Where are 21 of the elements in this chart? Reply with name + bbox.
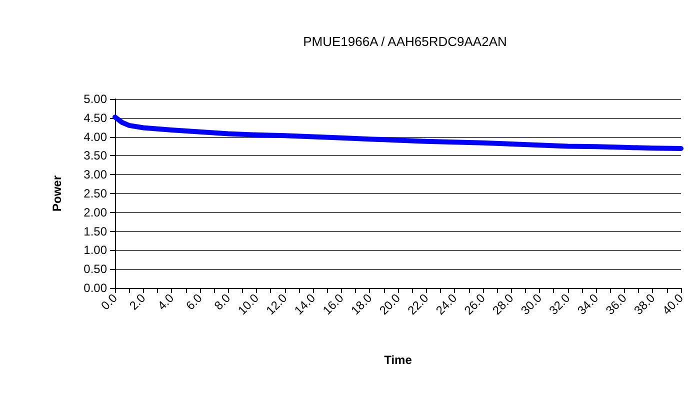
- x-tick-label: 4.0: [154, 290, 177, 313]
- y-tick-label: 0.50: [84, 262, 108, 276]
- chart-title: PMUE1966A / AAH65RDC9AA2AN: [303, 34, 507, 49]
- y-tick-label: 4.00: [84, 130, 108, 144]
- y-tick-label: 3.00: [84, 168, 108, 182]
- y-axis-title: Power: [50, 175, 64, 212]
- y-tick-label: 1.00: [84, 243, 108, 258]
- y-tick-label: 5.00: [84, 92, 108, 106]
- y-tick-label: 3.50: [84, 148, 108, 163]
- x-tick-label: 6.0: [183, 290, 206, 313]
- y-tick-label: 1.50: [84, 224, 108, 238]
- y-tick-label: 2.00: [84, 205, 108, 220]
- y-tick-label: 2.50: [84, 186, 108, 200]
- x-tick-label: 2.0: [126, 290, 148, 313]
- x-tick-label: 14.0: [292, 290, 318, 318]
- x-tick-label: 34.0: [574, 290, 602, 318]
- x-tick-label: 40.0: [660, 290, 686, 318]
- x-tick-label: 8.0: [211, 290, 234, 313]
- y-tick-label: 0.00: [84, 281, 108, 295]
- y-tick-label: 4.50: [84, 110, 108, 125]
- x-axis-title: Time: [384, 353, 412, 367]
